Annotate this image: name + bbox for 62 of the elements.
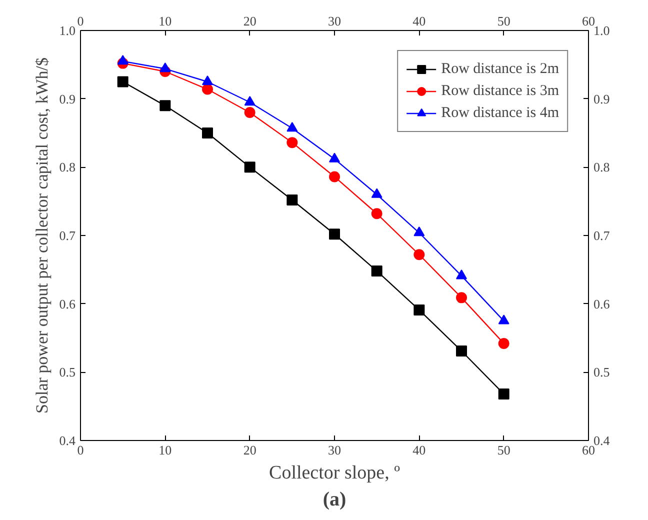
y2-tick-label: 0.4	[594, 433, 610, 448]
point	[286, 137, 298, 148]
y-axis-title: Solar power output per collector capital cost, kWh/$	[32, 58, 52, 414]
point	[160, 100, 171, 112]
point	[371, 266, 382, 277]
x2-tick-label: 50	[497, 442, 510, 458]
y2-tick-label: 1.0	[594, 23, 610, 38]
point	[414, 226, 425, 236]
y2-tick-label: 0.6	[594, 296, 610, 312]
x-tick-label: 10	[158, 14, 172, 28]
point	[329, 152, 340, 162]
point	[117, 54, 128, 65]
x-tick-label: 40	[412, 14, 426, 28]
point	[117, 76, 128, 88]
x2-tick-label: 40	[412, 442, 426, 458]
point	[456, 345, 467, 356]
x2-tick-label: 30	[328, 442, 341, 458]
y-tick-label: 0.4	[59, 433, 76, 448]
point	[329, 171, 340, 182]
point	[202, 128, 213, 138]
y-tick-label: 0.5	[59, 364, 76, 380]
point	[414, 304, 425, 316]
x2-tick-label: 20	[243, 442, 256, 458]
y-tick-label: 1.0	[59, 23, 76, 38]
y-tick-label: 0.9	[59, 91, 76, 106]
point	[371, 188, 382, 198]
point	[244, 107, 256, 118]
point	[160, 62, 171, 72]
point	[329, 228, 340, 240]
y2-tick-label: 0.8	[594, 160, 610, 175]
point	[456, 270, 467, 280]
y-tick-label: 0.8	[59, 160, 76, 175]
point	[456, 292, 467, 304]
point	[286, 122, 298, 132]
point	[371, 208, 382, 220]
y-tick-label: 0.6	[59, 296, 76, 312]
point	[244, 96, 256, 106]
legend-label: Row distance is 4m	[441, 104, 559, 122]
x-tick-label: 50	[497, 14, 510, 28]
x2-tick-label: 0	[77, 442, 84, 458]
y2-tick-label: 0.9	[594, 91, 610, 106]
point	[414, 249, 425, 260]
y2-tick-label: 0.5	[594, 364, 610, 380]
y-tick-label: 0.7	[59, 228, 76, 243]
y2-tick-label: 0.7	[594, 228, 610, 243]
point	[202, 75, 213, 86]
point	[498, 338, 510, 349]
x-axis-title: Collector slope, º	[269, 462, 400, 484]
point	[244, 162, 256, 173]
point	[286, 194, 298, 206]
point	[202, 84, 213, 95]
x2-tick-label: 60	[582, 442, 595, 458]
x-tick-label: 0	[77, 14, 84, 28]
x-tick-label: 20	[243, 14, 256, 28]
x-tick-label: 60	[582, 14, 595, 28]
text: (a)	[322, 488, 346, 510]
legend-label: Row distance is 3m	[441, 82, 559, 100]
x-tick-label: 30	[328, 14, 341, 28]
point	[498, 388, 510, 400]
point	[498, 314, 510, 324]
legend-label: Row distance is 2m	[441, 60, 559, 78]
x2-tick-label: 10	[158, 442, 172, 458]
